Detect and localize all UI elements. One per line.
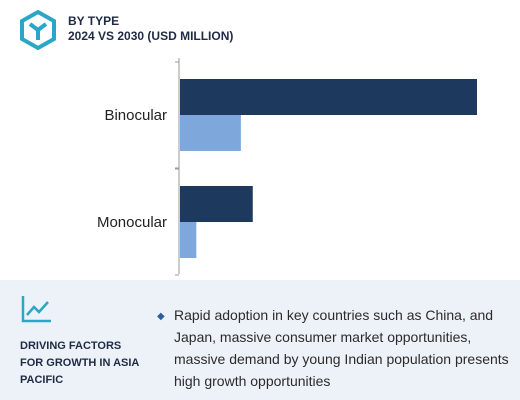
- driving-factors-title: DRIVING FACTORS FOR GROWTH IN ASIA PACIF…: [20, 340, 139, 386]
- bar-binocular-series-1: [180, 79, 477, 115]
- category-label: Binocular: [104, 107, 167, 124]
- hexagon-logo-icon: [20, 10, 56, 50]
- chart-title: BY TYPE: [68, 14, 120, 28]
- driving-factor-text: Rapid adoption in key countries such as …: [174, 307, 509, 389]
- bar-chart: Binocular Monocular: [97, 58, 477, 276]
- category-label: Monocular: [97, 214, 167, 231]
- trend-chart-icon: [21, 296, 51, 323]
- bar-binocular-series-2: [180, 115, 241, 151]
- chart-header: BY TYPE 2024 VS 2030 (USD MILLION): [18, 10, 498, 50]
- driving-factors-panel: DRIVING FACTORS FOR GROWTH IN ASIA PACIF…: [0, 280, 520, 400]
- diamond-bullet-icon: ◆: [157, 311, 165, 322]
- bar-monocular-series-1: [180, 186, 253, 222]
- bar-monocular-series-2: [180, 222, 197, 258]
- chart-subtitle: 2024 VS 2030 (USD MILLION): [68, 29, 234, 43]
